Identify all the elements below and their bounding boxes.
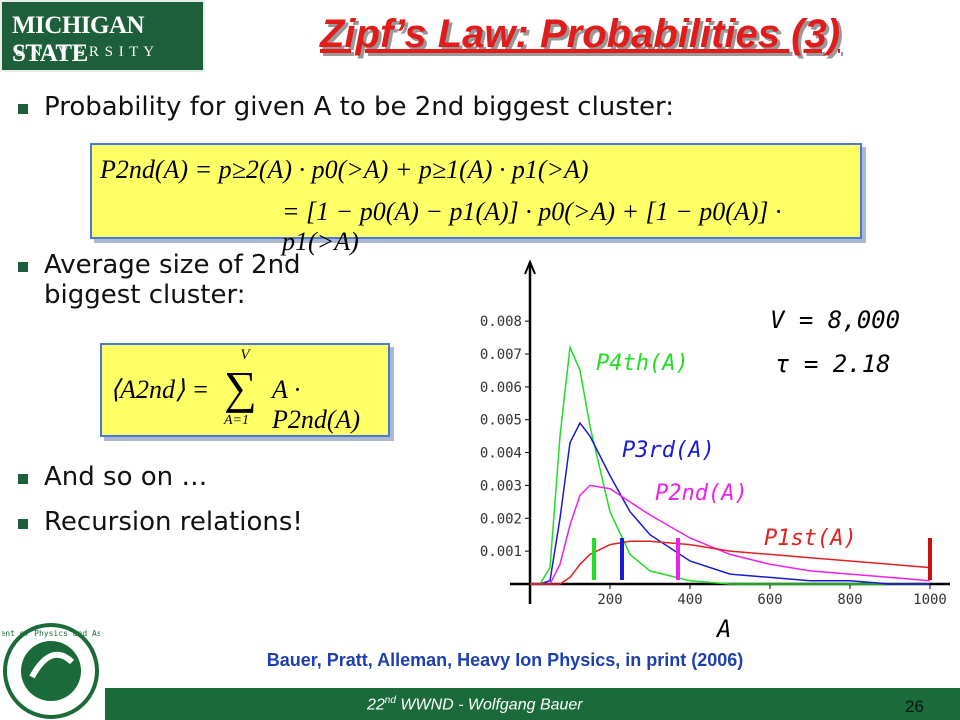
bullet: Average size of 2nd biggest cluster:: [18, 250, 408, 310]
seal: Department of Physics and Astronomy: [2, 623, 100, 719]
series-label: P3rd(A): [622, 438, 715, 463]
footer-text: 22nd WWND - Wolfgang Bauer: [367, 695, 583, 714]
bullet-text: And so on …: [44, 462, 208, 492]
x-tick-label: 600: [757, 592, 782, 608]
series-line: [530, 421, 930, 585]
series-label: P1st(A): [764, 526, 857, 551]
logo-text: U N I V E R S I T Y: [14, 44, 156, 60]
x-tick-label: 400: [677, 592, 702, 608]
y-tick-label: 0.006: [480, 380, 522, 396]
formula-box: P2nd(A) = p≥2(A) · p0(>A) + p≥1(A) · p1(…: [90, 143, 862, 256]
y-tick-label: 0.004: [480, 446, 522, 462]
formula-part: ∑: [224, 362, 257, 413]
citation: Bauer, Pratt, Alleman, Heavy Ion Physics…: [266, 650, 744, 670]
footer-event: WWND - Wolfgang Bauer: [395, 696, 583, 714]
footer: 22nd WWND - Wolfgang Bauer 26: [105, 688, 960, 720]
logo-text: MICHIGAN STATE: [12, 12, 145, 67]
series-label: P4th(A): [596, 351, 689, 376]
page-number: 26: [905, 697, 924, 716]
x-tick-label: 800: [837, 592, 862, 608]
bullet-text: Probability for given A to be 2nd bigges…: [44, 92, 675, 122]
formula-part: A=1: [224, 413, 249, 428]
y-tick-label: 0.002: [480, 511, 522, 527]
x-axis-label: A: [715, 615, 731, 643]
formula-box: ⟨A2nd⟩ = V ∑ A=1 A · P2nd(A): [100, 343, 390, 437]
bullet: And so on …: [18, 462, 418, 492]
formula-line: = [1 − p0(A) − p1(A)] · p0(>A) + [1 − p0…: [282, 197, 782, 256]
annotation: V = 8,000: [770, 306, 900, 334]
y-tick-label: 0.007: [480, 347, 522, 363]
seal-text: Department of Physics and Astronomy: [2, 629, 100, 638]
footer-ordinal: 22: [367, 696, 385, 714]
series-line: [530, 484, 931, 585]
logo: MICHIGAN STATE U N I V E R S I T Y: [0, 0, 205, 72]
formula-part: V: [240, 347, 250, 363]
bullet: Recursion relations!: [18, 507, 418, 537]
footer-suffix: nd: [384, 695, 396, 706]
x-tick-label: 200: [597, 592, 622, 608]
bullet-text: Average size of 2nd biggest cluster:: [44, 250, 301, 310]
x-tick-label: 1000: [913, 592, 947, 608]
formula-part: A · P2nd(A): [272, 375, 361, 434]
y-tick-label: 0.001: [480, 544, 522, 560]
series-line: [530, 344, 930, 585]
y-tick-label: 0.003: [480, 478, 522, 494]
y-tick-label: 0.005: [480, 413, 522, 429]
annotation: τ = 2.18: [775, 350, 891, 378]
series-line: [530, 540, 931, 585]
series-label: P2nd(A): [655, 481, 748, 506]
formula-line: P2nd(A) = p≥2(A) · p0(>A) + p≥1(A) · p1(…: [100, 155, 589, 184]
bullet: Probability for given A to be 2nd bigges…: [18, 92, 918, 122]
axis-arrow: [524, 259, 536, 275]
slide-title: Zipf’s Law: Probabilities (3): [319, 12, 841, 56]
y-tick-label: 0.008: [480, 314, 522, 330]
formula-part: ⟨A2nd⟩ =: [110, 375, 210, 404]
bullet-text: Recursion relations!: [44, 507, 303, 537]
